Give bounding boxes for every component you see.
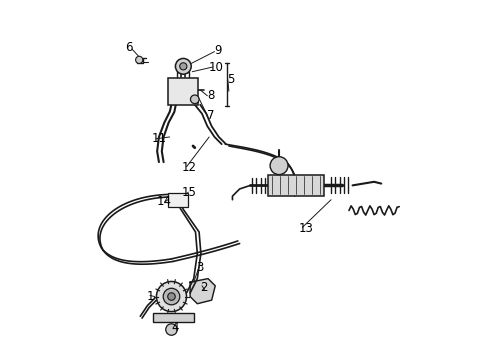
Text: 9: 9 [214,44,222,57]
Circle shape [175,58,191,74]
Text: 3: 3 [196,261,204,274]
Text: 4: 4 [172,320,179,333]
Text: 1: 1 [146,290,154,303]
Text: 14: 14 [157,195,172,208]
Circle shape [156,282,187,312]
Text: 7: 7 [207,109,215,122]
Circle shape [270,157,288,175]
Circle shape [166,324,177,335]
Bar [153,314,194,322]
Text: 15: 15 [182,186,197,199]
Circle shape [191,95,199,104]
Text: 13: 13 [298,222,314,235]
Text: 5: 5 [227,73,234,86]
Bar [168,78,198,105]
Circle shape [163,288,180,305]
Circle shape [168,293,175,300]
Bar [168,193,188,207]
Polygon shape [190,279,215,304]
Text: 12: 12 [182,161,197,174]
Text: 6: 6 [124,41,132,54]
Circle shape [180,63,187,70]
Bar [269,175,324,196]
Text: 2: 2 [200,281,207,294]
Text: 8: 8 [207,89,215,102]
Circle shape [136,56,143,63]
Text: 11: 11 [151,132,167,145]
Text: 10: 10 [209,60,224,73]
